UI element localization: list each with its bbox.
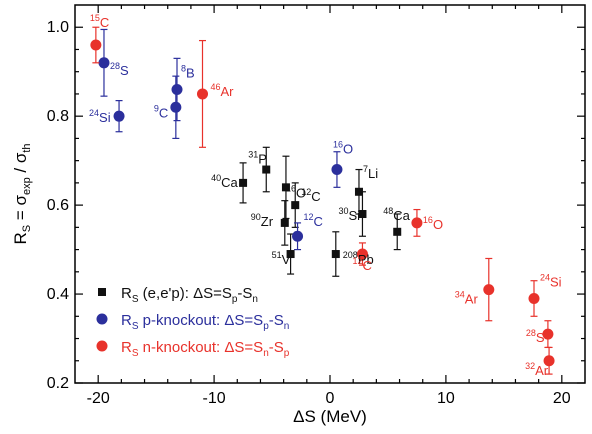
legend-entry: RS p-knockout: ΔS=Sp-Sn [96,312,289,332]
point-label: 8B [181,63,195,80]
legend-marker-circle [96,313,108,325]
point-label: 48Ca [383,206,410,223]
point-label: 24Si [540,273,562,290]
data-point-circle [356,248,368,260]
legend: RS (e,e'p): ΔS=Sp-Sn RS p-knockout: ΔS=Sp… [96,285,290,359]
data-point-square [286,250,295,259]
x-tick-label: 0 [326,390,335,407]
data-point-square [291,201,300,210]
y-axis-title: RS = σexp / σth [11,143,33,244]
data-point-square [280,218,289,227]
point-label: 12C [352,256,371,273]
data-point-circle [113,110,125,122]
data-point-circle [171,83,183,95]
point-label: 12C [301,187,320,204]
x-axis-title: ΔS (MeV) [293,407,367,426]
y-tick-label: 0.4 [47,286,69,303]
data-point-circle [170,101,182,113]
data-point-circle [542,328,554,340]
point-label: 15C [90,13,109,30]
legend-entry: RS n-knockout: ΔS=Sn-Sp [96,339,290,359]
point-label: 31P [248,150,267,167]
point-label: 16O [423,215,443,232]
legend-marker-square [98,288,106,296]
point-label: 28S [110,61,129,78]
tick-labels: -20 -10 0 10 20 0.2 0.4 0.6 0.8 1.0 [47,19,571,407]
legend-label: RS (e,e'p): ΔS=Sp-Sn [121,285,258,305]
data-marks [90,26,555,375]
point-label: 90Zr [251,212,274,229]
point-label: 46Ar [211,82,235,99]
svg-text:RS = σexp / σth: RS = σexp / σth [11,143,33,244]
point-label: 9C [154,103,168,120]
data-point-circle [528,293,540,305]
point-label: 208Pb [343,250,374,267]
x-tick-label: -20 [87,390,110,407]
data-point-square [262,165,271,174]
legend-marker-circle [96,340,108,352]
legend-label: RS n-knockout: ΔS=Sn-Sp [121,339,290,359]
point-label: 12C [304,212,323,229]
point-label: 32Ar [525,361,549,378]
x-tick-label: 20 [553,390,571,407]
legend-entry: RS (e,e'p): ΔS=Sp-Sn [98,285,258,305]
point-label: 24Si [89,108,111,125]
data-point-square [239,178,248,187]
point-label: 16O [286,183,306,200]
data-point-square [393,227,402,236]
y-tick-label: 0.2 [47,375,69,392]
point-label: 51V [272,250,291,267]
point-label: 16O [333,140,353,157]
x-tick-label: 10 [437,390,455,407]
y-tick-label: 0.8 [47,108,69,125]
data-point-circle [543,355,555,367]
data-point-circle [197,88,208,100]
x-tick-label: -10 [203,390,226,407]
data-point-square [281,183,290,192]
point-label: 28S [526,328,545,345]
data-point-circle [331,164,343,176]
point-label: 7Li [363,164,378,181]
legend-label: RS p-knockout: ΔS=Sp-Sn [121,312,289,332]
data-point-square [331,250,340,259]
point-label: 40Ca [211,173,238,190]
data-point-circle [292,230,304,242]
y-tick-label: 1.0 [47,19,69,36]
data-point-circle [98,57,110,69]
data-point-square [358,210,367,219]
data-point-circle [483,284,495,296]
data-point-circle [411,217,423,229]
point-label: 34Ar [455,290,479,307]
y-tick-label: 0.6 [47,197,69,214]
data-point-circle [90,39,102,51]
axis-ticks [75,5,585,384]
point-label: 30Si [338,206,360,223]
